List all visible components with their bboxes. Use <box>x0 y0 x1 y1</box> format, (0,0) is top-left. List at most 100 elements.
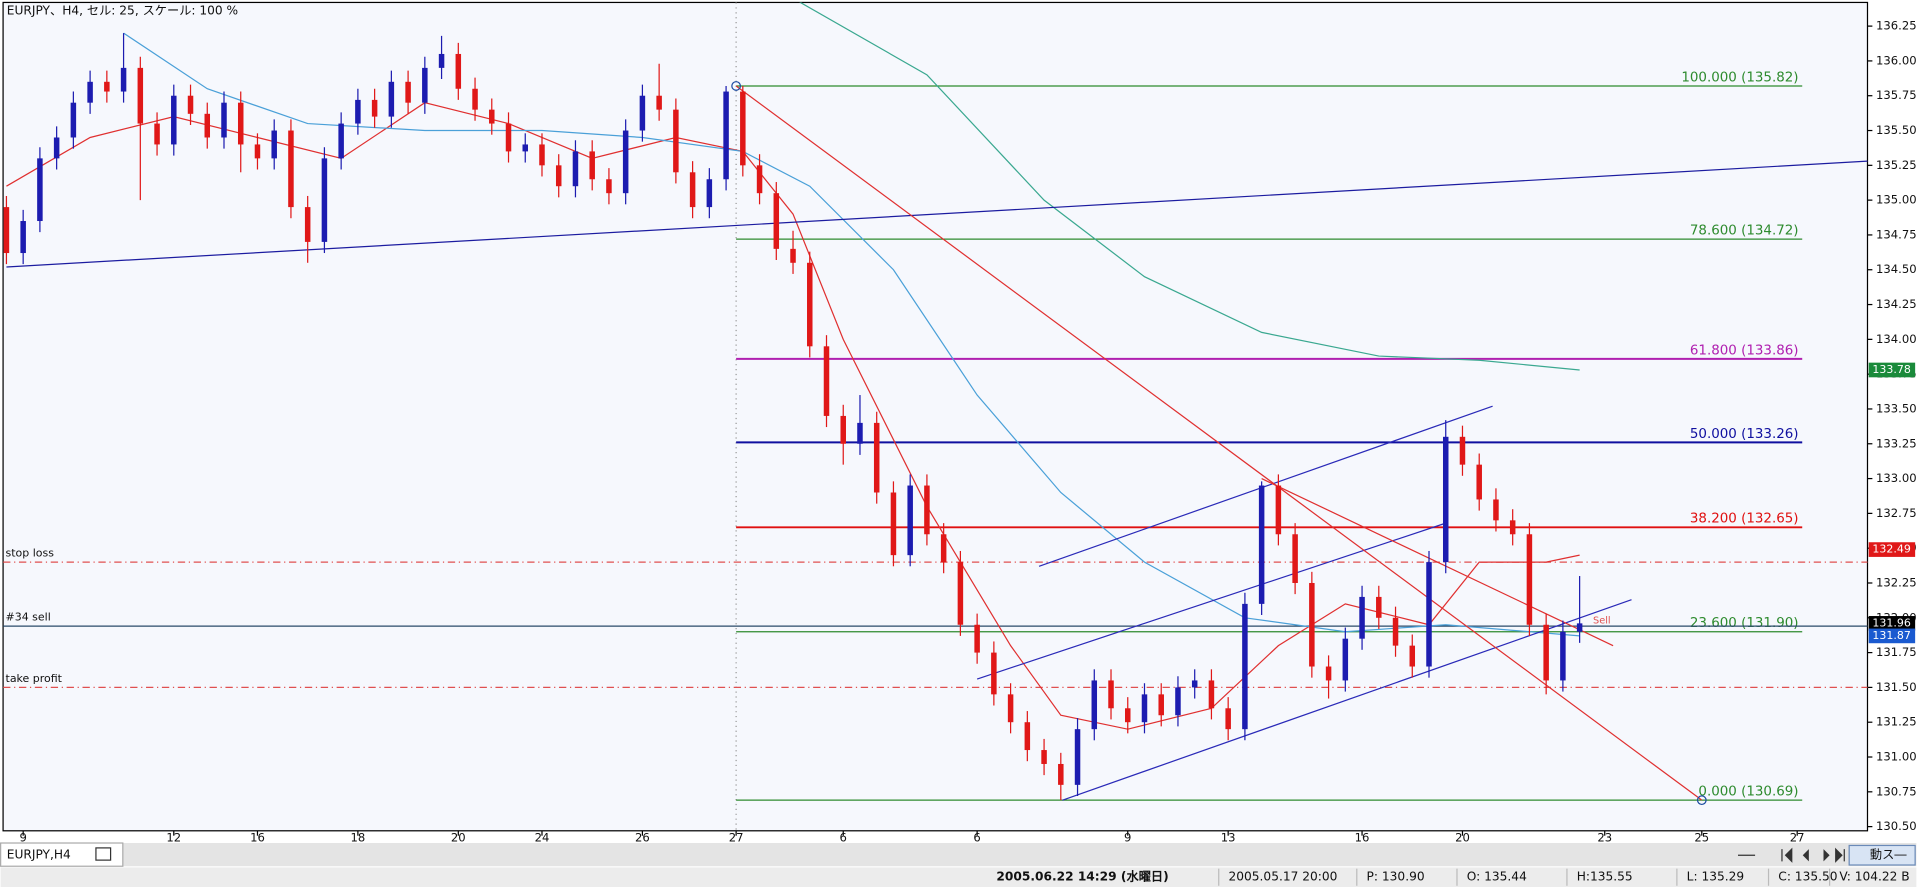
status-item: P: 130.90 <box>1367 870 1425 884</box>
trendline <box>735 85 1703 801</box>
candle-body <box>1175 687 1181 716</box>
candle-body <box>171 95 177 145</box>
candle-body <box>1292 534 1298 583</box>
candle-body <box>606 179 612 194</box>
moving-average <box>123 32 1580 637</box>
candle-body <box>321 158 328 242</box>
candle-body <box>1442 436 1449 563</box>
candle-body <box>422 67 428 103</box>
annotation: Sell <box>1593 616 1611 627</box>
order-label: #34 sell <box>6 611 51 624</box>
candle-body <box>689 172 696 208</box>
candle-body <box>254 144 261 159</box>
candle-body <box>1074 729 1081 785</box>
fib-label: 38.200 (132.65) <box>1690 512 1799 527</box>
candle-body <box>1576 623 1583 632</box>
candle-body <box>1459 436 1466 465</box>
candle-body <box>20 221 26 254</box>
candle-body <box>673 109 679 173</box>
y-tick-label: 131.50 <box>1876 680 1917 694</box>
plot-area <box>2 1 1869 832</box>
nav-last[interactable] <box>1835 847 1845 863</box>
candle-body <box>3 207 10 254</box>
fib-label: 0.000 (130.69) <box>1698 785 1798 800</box>
y-tick-label: 134.50 <box>1876 262 1917 276</box>
trendline <box>1038 405 1493 567</box>
y-tick-label: 135.75 <box>1876 88 1917 102</box>
x-tick-label: 24 <box>535 831 550 845</box>
fib-label: 100.000 (135.82) <box>1681 70 1798 85</box>
fib-label: 61.800 (133.86) <box>1690 343 1799 358</box>
candle-body <box>104 81 110 92</box>
x-tick-label: 26 <box>635 831 650 845</box>
nav-first[interactable] <box>1781 847 1793 863</box>
price-marker <box>1868 628 1916 644</box>
candle-body <box>1242 603 1248 730</box>
candle-body <box>87 81 93 103</box>
candle-body <box>1158 694 1164 716</box>
candle-body <box>137 67 144 124</box>
auto-scroll-label[interactable]: 動ス― <box>1870 848 1907 862</box>
candle-body <box>388 81 395 117</box>
nav-next[interactable] <box>1823 849 1830 862</box>
candle-body <box>823 346 830 416</box>
auto-scroll-button[interactable] <box>1848 844 1916 866</box>
candle-body <box>1325 666 1332 681</box>
candle-body <box>756 165 763 194</box>
candle-body <box>1493 499 1499 521</box>
status-items: 2005.06.22 14:29 (水曜日) 2005.05.17 20:00 P:… <box>996 868 1910 886</box>
status-bar <box>0 867 1917 887</box>
price-marker <box>1868 362 1916 378</box>
candle-body <box>991 652 997 695</box>
y-tick-label: 131.25 <box>1876 715 1917 729</box>
candle-body <box>455 53 462 89</box>
candle-body <box>873 422 880 493</box>
candle-body <box>1191 680 1198 688</box>
x-tick-label: 16 <box>1355 831 1370 845</box>
tab[interactable] <box>0 842 124 867</box>
candle-body <box>1208 680 1215 709</box>
candle-body <box>907 485 913 556</box>
x-tick-label: 27 <box>729 831 744 845</box>
plot-content: 100.000 (135.82) 78.600 (134.72) 61.800 (1… <box>3 2 1868 831</box>
status-item: C: 135.50 <box>1778 870 1837 884</box>
price-marker-label: 131.96 <box>1872 616 1910 629</box>
candle-body <box>723 91 729 180</box>
x-tick-label: 23 <box>1597 831 1612 845</box>
tab-label[interactable]: EURJPY,H4 <box>7 848 71 862</box>
tab-icon[interactable] <box>95 847 112 861</box>
candle-body <box>37 158 43 222</box>
x-tick-label: 9 <box>1124 831 1131 845</box>
candle-body <box>355 99 361 124</box>
candle-body <box>1476 464 1482 500</box>
candle-body <box>288 130 294 208</box>
candle-body <box>890 492 897 556</box>
y-tick-label: 131.75 <box>1876 645 1917 659</box>
moving-average <box>799 2 1580 371</box>
nav-prev[interactable] <box>1802 849 1809 862</box>
candle-body <box>120 67 127 92</box>
candle-body <box>639 95 646 131</box>
x-tick-label: 6 <box>840 831 847 845</box>
candle-body <box>957 562 964 625</box>
price-marker <box>1868 542 1916 557</box>
candle-body <box>1509 520 1516 535</box>
candle-body <box>790 248 796 263</box>
candle-body <box>1007 694 1014 723</box>
status-item: O: 135.44 <box>1467 870 1527 884</box>
candle-body <box>1125 708 1131 723</box>
x-tick-label: 6 <box>973 831 980 845</box>
y-tick-label: 134.25 <box>1876 297 1917 311</box>
status-item: H:135.55 <box>1577 870 1633 884</box>
y-tick-label: 136.25 <box>1876 19 1917 33</box>
candle-body <box>1024 722 1031 751</box>
candle-body <box>1309 582 1315 667</box>
trendline <box>1062 599 1632 801</box>
candle-body <box>807 262 813 347</box>
candle-body <box>857 422 863 444</box>
fib-label: 23.600 (131.90) <box>1690 616 1799 631</box>
order-label: stop loss <box>6 547 55 560</box>
y-tick-label: 134.00 <box>1876 332 1917 346</box>
candle-body <box>539 144 545 166</box>
